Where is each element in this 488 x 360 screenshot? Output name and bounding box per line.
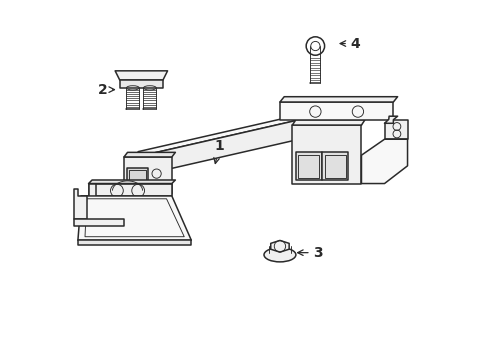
Text: 3: 3 <box>297 246 323 260</box>
Polygon shape <box>115 71 167 80</box>
Polygon shape <box>126 168 148 191</box>
Text: 4: 4 <box>340 36 360 50</box>
Polygon shape <box>81 213 124 219</box>
Polygon shape <box>322 152 347 180</box>
Polygon shape <box>295 152 321 180</box>
Polygon shape <box>279 102 392 120</box>
Polygon shape <box>124 157 171 194</box>
Polygon shape <box>361 139 407 184</box>
Polygon shape <box>292 125 361 184</box>
Polygon shape <box>136 100 363 157</box>
Polygon shape <box>78 196 191 240</box>
Polygon shape <box>78 240 191 244</box>
Polygon shape <box>81 184 96 219</box>
Polygon shape <box>88 180 175 184</box>
Polygon shape <box>384 120 407 139</box>
Polygon shape <box>120 80 163 88</box>
Polygon shape <box>136 105 361 176</box>
Ellipse shape <box>264 248 295 262</box>
Polygon shape <box>270 240 288 252</box>
Polygon shape <box>88 184 171 196</box>
Polygon shape <box>279 97 397 102</box>
Polygon shape <box>74 219 124 226</box>
Text: 2: 2 <box>97 82 114 96</box>
Text: 1: 1 <box>213 139 224 163</box>
Polygon shape <box>384 116 397 123</box>
Polygon shape <box>124 152 175 157</box>
Polygon shape <box>74 189 86 219</box>
Polygon shape <box>292 120 364 125</box>
